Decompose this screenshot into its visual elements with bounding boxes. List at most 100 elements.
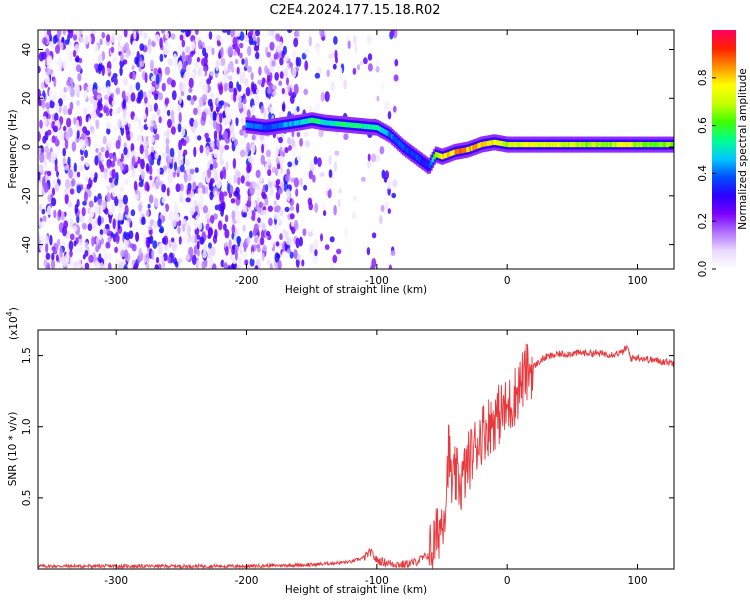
ridge-core xyxy=(267,124,270,130)
y-tick-label: 0 xyxy=(21,144,33,151)
spectrogram-cell xyxy=(94,205,98,216)
ridge-core xyxy=(664,142,668,148)
spectrogram-cell xyxy=(107,139,113,149)
x-tick-label: -300 xyxy=(104,575,128,587)
spectrogram-cell xyxy=(153,123,158,130)
spectrogram-cell xyxy=(123,231,127,240)
ridge-core xyxy=(398,141,402,147)
spectrogram-cell xyxy=(124,112,130,123)
ridge-core xyxy=(513,142,516,148)
spectrogram-cell xyxy=(181,218,187,225)
spectrogram-cell xyxy=(158,92,163,101)
spectrogram-cell xyxy=(103,245,107,256)
spectrogram-cell xyxy=(54,182,60,192)
spectrogram-cell xyxy=(171,90,177,101)
ridge-core xyxy=(586,142,590,148)
ridge-core xyxy=(539,142,543,148)
spectrogram-cell xyxy=(239,75,244,84)
spectrogram-cell xyxy=(228,86,234,93)
ridge-core xyxy=(262,124,266,130)
spectrogram-cell xyxy=(299,236,303,247)
spectrogram-cell xyxy=(59,247,63,258)
snr-panel: -300 -200 -100 0 100 0.5 1.0 1.5 Height of str… xyxy=(5,307,675,596)
spectrogram-cell xyxy=(250,210,256,221)
spectrogram-cell xyxy=(69,101,74,111)
spectrogram-cell xyxy=(239,149,246,158)
spectrogram-cell xyxy=(88,200,94,208)
spectrogram-cell xyxy=(141,216,146,225)
spectrogram-cell xyxy=(129,84,134,94)
spectrogram-cell xyxy=(178,147,182,158)
spectrogram-cell xyxy=(286,191,291,202)
spectrogram-cell xyxy=(94,63,99,70)
spectrogram-cell xyxy=(66,117,72,128)
ridge-core xyxy=(331,120,335,126)
spectrogram-cell xyxy=(252,83,257,92)
spectrogram-cell xyxy=(251,251,255,260)
ridge-core xyxy=(372,124,375,130)
spectrogram-cell xyxy=(336,248,342,255)
colorbar-gradient xyxy=(712,30,736,269)
spectrogram-cell xyxy=(97,215,102,227)
spectrogram-cell xyxy=(102,135,107,145)
spectrogram-cell xyxy=(393,105,397,113)
ridge-core xyxy=(384,130,388,135)
spectrogram-cell xyxy=(51,259,56,269)
spectrogram-cell xyxy=(38,65,41,74)
spectrogram-cell xyxy=(108,152,113,160)
ridge-core xyxy=(359,123,363,129)
ridge-core xyxy=(276,123,280,129)
spectrogram-cell xyxy=(142,112,147,120)
spectrogram-cell xyxy=(213,119,217,130)
spectrogram-cell xyxy=(120,186,124,192)
spectrogram-cells xyxy=(38,30,399,269)
spectrogram-cell xyxy=(230,30,235,38)
spectrogram-cell xyxy=(110,46,115,53)
spectrogram-cell xyxy=(254,97,258,106)
ridge-core xyxy=(245,122,249,128)
spectrogram-cell xyxy=(375,66,380,73)
ridge-core xyxy=(656,142,660,148)
spectrogram-cell xyxy=(159,37,163,48)
spectrogram-cell xyxy=(291,264,295,269)
spectrogram-cell xyxy=(179,34,184,41)
spectrogram-cell xyxy=(63,188,69,195)
spectrogram-cell xyxy=(222,75,226,85)
spectrogram-cell xyxy=(147,154,152,162)
spectrogram-cell xyxy=(62,125,67,132)
ridge-core xyxy=(580,142,583,148)
spectrogram-cell xyxy=(261,143,265,154)
spectrogram-cell xyxy=(118,242,123,250)
spectrogram-cell xyxy=(347,40,351,49)
spectrogram-cell xyxy=(51,72,56,78)
spectrogram-cell xyxy=(151,113,157,121)
spectrogram-cell xyxy=(286,248,292,254)
ridge-core xyxy=(401,144,405,150)
ridge-core xyxy=(574,142,577,148)
spectrogram-cell xyxy=(45,242,49,254)
spectrogram-cell xyxy=(76,64,82,73)
ridge-core xyxy=(498,140,502,146)
ridge-core xyxy=(456,149,460,154)
spectrogram-cell xyxy=(219,112,223,124)
spectrogram-cell xyxy=(266,259,271,266)
ridge-core xyxy=(519,142,522,148)
spectrogram-cell xyxy=(367,153,371,162)
spectrogram-cell xyxy=(239,129,245,136)
spectrogram-cell xyxy=(145,163,150,172)
spectrogram-cell xyxy=(243,205,248,213)
ridge-core xyxy=(408,149,411,155)
ridge-core xyxy=(367,124,371,130)
spectrogram-cell xyxy=(112,187,117,198)
x-tick-label: -100 xyxy=(365,575,389,587)
spectrogram-cell xyxy=(328,154,332,166)
spectrogram-cell xyxy=(314,202,319,213)
spectrogram-cell xyxy=(212,110,217,121)
ridge-core xyxy=(602,142,605,148)
ridge-core xyxy=(289,121,292,127)
spectrogram-cell xyxy=(190,234,195,244)
ridge-core xyxy=(661,142,665,148)
ridge-core xyxy=(467,146,471,152)
spectrogram-cell xyxy=(313,239,319,251)
ridge-core xyxy=(545,142,549,148)
